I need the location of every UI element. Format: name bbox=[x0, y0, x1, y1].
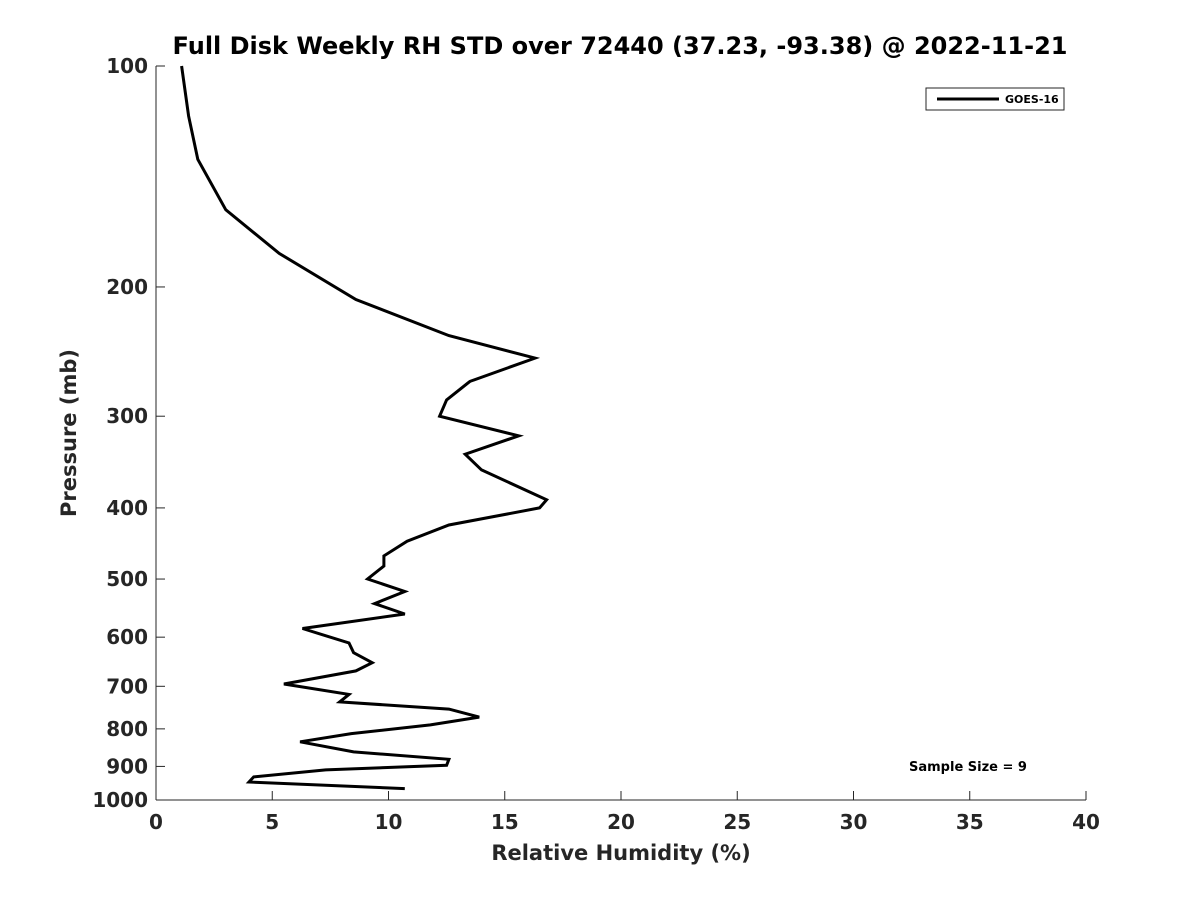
y-tick-label: 1000 bbox=[92, 788, 148, 812]
x-tick-label: 0 bbox=[149, 810, 163, 834]
y-tick-label: 400 bbox=[106, 496, 148, 520]
series-line-goes-16 bbox=[180, 65, 550, 791]
y-tick-label: 100 bbox=[106, 54, 148, 78]
legend: GOES-16 bbox=[925, 87, 1065, 111]
x-tick-label: 25 bbox=[723, 810, 751, 834]
x-tick-label: 20 bbox=[607, 810, 635, 834]
y-tick-label: 800 bbox=[106, 717, 148, 741]
sample-size-annotation: Sample Size = 9 bbox=[909, 760, 1027, 775]
x-axis-label: Relative Humidity (%) bbox=[491, 841, 750, 865]
chart-title: Full Disk Weekly RH STD over 72440 (37.2… bbox=[173, 32, 1068, 60]
y-axis-ticks: 100 200 300 400 500 600 700 800 900 1000 bbox=[92, 54, 165, 812]
x-tick-label: 5 bbox=[265, 810, 279, 834]
x-tick-label: 30 bbox=[840, 810, 868, 834]
x-tick-label: 15 bbox=[491, 810, 519, 834]
plot-axes: 0 5 10 15 20 25 30 35 40 100 200 300 400 500 600 700 80… bbox=[92, 54, 1100, 834]
x-tick-label: 35 bbox=[956, 810, 984, 834]
x-axis-ticks: 0 5 10 15 20 25 30 35 40 bbox=[149, 791, 1100, 834]
y-tick-label: 300 bbox=[106, 404, 148, 428]
y-tick-label: 700 bbox=[106, 674, 148, 698]
y-axis-label: Pressure (mb) bbox=[57, 349, 81, 517]
y-tick-label: 900 bbox=[106, 754, 148, 778]
y-tick-label: 200 bbox=[106, 275, 148, 299]
y-tick-label: 500 bbox=[106, 567, 148, 591]
x-tick-label: 40 bbox=[1072, 810, 1100, 834]
x-tick-label: 10 bbox=[375, 810, 403, 834]
y-tick-label: 600 bbox=[106, 625, 148, 649]
legend-label-goes-16: GOES-16 bbox=[1005, 93, 1059, 106]
series-layer bbox=[180, 65, 550, 791]
